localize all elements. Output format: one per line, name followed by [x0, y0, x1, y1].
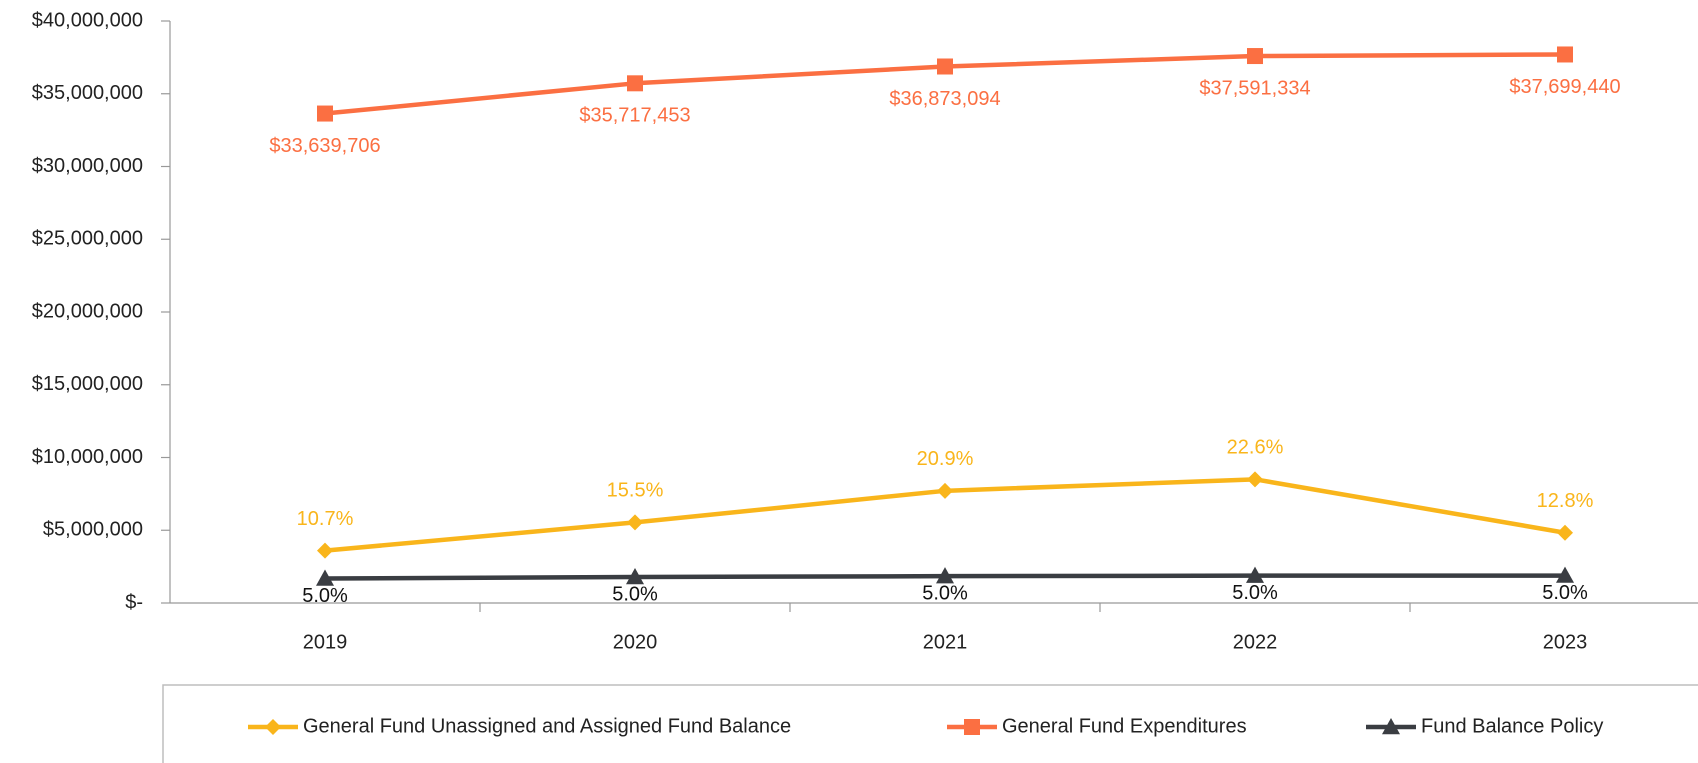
data-point	[317, 542, 333, 559]
data-label: 5.0%	[612, 583, 658, 605]
data-point	[1556, 566, 1574, 583]
legend-label: General Fund Expenditures	[1002, 715, 1247, 737]
data-point	[937, 58, 953, 75]
data-point	[626, 568, 644, 585]
data-point	[937, 482, 953, 499]
data-label: 10.7%	[297, 508, 354, 530]
legend-swatch-marker	[964, 719, 980, 735]
data-point	[1247, 48, 1263, 65]
x-tick-label: 2020	[613, 631, 658, 653]
y-tick-label: $35,000,000	[32, 82, 143, 104]
legend-label: Fund Balance Policy	[1421, 715, 1603, 737]
legend-swatch-marker	[265, 719, 281, 735]
y-tick-label: $20,000,000	[32, 300, 143, 322]
x-tick-label: 2022	[1233, 631, 1278, 653]
y-tick-label: $25,000,000	[32, 228, 143, 250]
data-point	[1247, 471, 1263, 488]
y-tick-label: $10,000,000	[32, 446, 143, 468]
data-label: 5.0%	[302, 585, 348, 607]
data-label: 12.8%	[1537, 490, 1594, 512]
legend-label: General Fund Unassigned and Assigned Fun…	[303, 715, 791, 737]
data-point	[1246, 566, 1264, 583]
data-label: $36,873,094	[889, 88, 1000, 110]
data-point	[627, 75, 643, 92]
data-point	[936, 567, 954, 584]
data-label: 15.5%	[607, 480, 664, 502]
data-label: 20.9%	[917, 448, 974, 470]
x-tick-label: 2019	[303, 631, 348, 653]
data-point	[1557, 524, 1573, 541]
y-tick-label: $5,000,000	[43, 519, 143, 541]
y-tick-label: $40,000,000	[32, 9, 143, 31]
y-tick-label: $30,000,000	[32, 155, 143, 177]
data-label: 5.0%	[922, 582, 968, 604]
y-tick-label: $-	[125, 591, 143, 613]
x-tick-label: 2023	[1543, 631, 1588, 653]
legend-box	[162, 684, 1698, 763]
data-point	[1557, 46, 1573, 63]
data-label: 5.0%	[1232, 582, 1278, 604]
legend-swatch-marker	[1382, 718, 1400, 735]
data-point	[316, 569, 334, 586]
data-label: $37,591,334	[1199, 77, 1310, 99]
x-tick-label: 2021	[923, 631, 968, 653]
data-label: $33,639,706	[269, 135, 380, 157]
data-label: $35,717,453	[579, 105, 690, 127]
y-tick-label: $15,000,000	[32, 373, 143, 395]
data-label: 5.0%	[1542, 582, 1588, 604]
data-label: $37,699,440	[1509, 76, 1620, 98]
data-label: 22.6%	[1227, 437, 1284, 459]
data-point	[317, 105, 333, 122]
data-point	[627, 514, 643, 531]
